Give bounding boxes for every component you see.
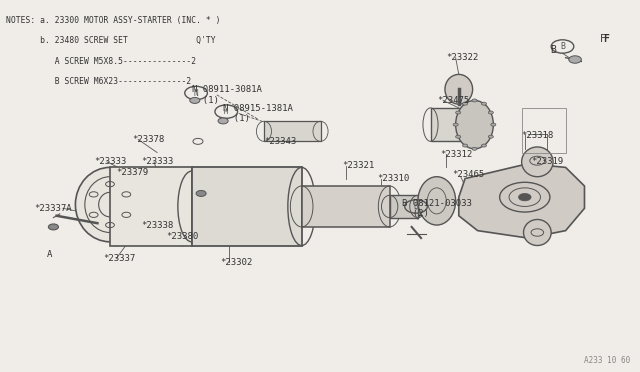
Bar	[301, 186, 390, 227]
Text: A SCREW M5X8.5--------------2: A SCREW M5X8.5--------------2	[6, 57, 196, 66]
Circle shape	[488, 135, 493, 138]
Polygon shape	[459, 164, 584, 238]
Text: *23343: *23343	[264, 137, 296, 146]
Text: *23378: *23378	[132, 135, 164, 144]
Text: N: N	[194, 89, 198, 97]
Ellipse shape	[522, 147, 553, 177]
Text: *23465: *23465	[452, 170, 484, 179]
Ellipse shape	[456, 100, 493, 149]
Circle shape	[472, 99, 477, 102]
Bar	[431, 108, 474, 141]
Text: F: F	[600, 34, 606, 44]
Text: B: B	[413, 202, 419, 211]
Circle shape	[463, 102, 468, 105]
Text: *23475: *23475	[436, 96, 469, 105]
Text: *23333: *23333	[94, 157, 127, 166]
Circle shape	[518, 193, 531, 201]
Circle shape	[456, 135, 461, 138]
Text: N 08915-1381A
  (1): N 08915-1381A (1)	[223, 104, 293, 123]
Ellipse shape	[524, 219, 551, 246]
Text: *23319: *23319	[531, 157, 563, 166]
Text: B: B	[550, 45, 556, 55]
Circle shape	[218, 118, 228, 124]
Circle shape	[453, 123, 458, 126]
Text: *23310: *23310	[377, 174, 410, 183]
Text: F: F	[604, 34, 609, 44]
Circle shape	[49, 224, 58, 230]
Circle shape	[491, 123, 496, 126]
Bar	[522, 108, 566, 153]
Text: NOTES: a. 23300 MOTOR ASSY-STARTER (INC. * ): NOTES: a. 23300 MOTOR ASSY-STARTER (INC.…	[6, 16, 221, 25]
Circle shape	[481, 144, 486, 147]
Text: B 08121-03033
  (2): B 08121-03033 (2)	[402, 199, 472, 218]
Text: A: A	[47, 250, 52, 259]
Bar	[264, 121, 321, 141]
Text: *23338: *23338	[141, 221, 173, 230]
Text: *23321: *23321	[342, 161, 375, 170]
Circle shape	[481, 102, 486, 105]
Text: *23337A: *23337A	[35, 204, 72, 213]
Ellipse shape	[445, 74, 472, 104]
Text: *23379: *23379	[116, 169, 148, 177]
Circle shape	[190, 97, 200, 103]
Circle shape	[456, 111, 461, 114]
Text: A233 10 60: A233 10 60	[584, 356, 631, 365]
Circle shape	[196, 190, 206, 196]
Text: *23302: *23302	[220, 258, 252, 267]
Text: M: M	[224, 109, 228, 115]
Ellipse shape	[76, 167, 145, 242]
Bar	[110, 167, 192, 246]
Text: *23333: *23333	[141, 157, 173, 166]
Bar	[192, 167, 301, 246]
Text: *23337: *23337	[104, 254, 136, 263]
Circle shape	[488, 111, 493, 114]
Circle shape	[472, 147, 477, 150]
Circle shape	[463, 144, 468, 147]
Text: B SCREW M6X23--------------2: B SCREW M6X23--------------2	[6, 77, 191, 86]
Text: *23318: *23318	[522, 131, 554, 140]
Text: B: B	[560, 42, 565, 51]
Text: *23380: *23380	[166, 232, 199, 241]
Text: *23312: *23312	[440, 150, 472, 159]
Text: *23322: *23322	[446, 53, 479, 62]
Bar	[390, 195, 418, 218]
Circle shape	[569, 56, 581, 63]
Text: b. 23480 SCREW SET              Q'TY: b. 23480 SCREW SET Q'TY	[6, 36, 216, 45]
Ellipse shape	[418, 177, 456, 225]
Text: N 08911-3081A
  (1): N 08911-3081A (1)	[192, 85, 262, 105]
